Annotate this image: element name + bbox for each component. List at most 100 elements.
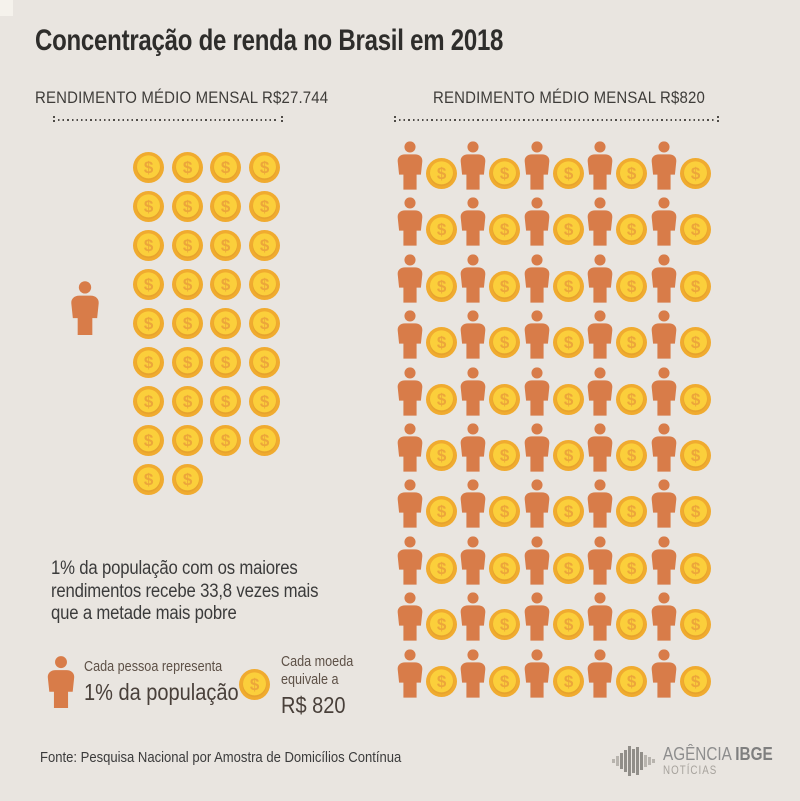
person-icon — [587, 533, 613, 588]
poor-row — [397, 364, 714, 419]
coin-icon — [133, 152, 164, 183]
poor-row — [397, 646, 714, 701]
ibge-logo-text: AGÊNCIA IBGE NOTÍCIAS — [663, 745, 773, 778]
person-coin-pair — [587, 589, 650, 644]
coin-icon — [210, 347, 241, 378]
coin-icon — [616, 609, 647, 640]
person-icon — [651, 476, 677, 531]
person-icon — [651, 589, 677, 644]
coin-icon — [133, 425, 164, 456]
right-panel-header: RENDIMENTO MÉDIO MENSAL R$820 — [433, 88, 705, 107]
coin-icon — [489, 666, 520, 697]
coin-icon — [133, 347, 164, 378]
person-icon — [524, 589, 550, 644]
coin-icon — [426, 214, 457, 245]
person-icon — [460, 251, 486, 306]
person-icon — [524, 251, 550, 306]
person-icon — [651, 307, 677, 362]
person-coin-pair — [587, 364, 650, 419]
coin-icon — [616, 666, 647, 697]
coin-icon — [249, 191, 280, 222]
coin-icon — [616, 553, 647, 584]
coin-icon — [172, 308, 203, 339]
person-coin-pair — [460, 646, 523, 701]
person-coin-pair — [397, 251, 460, 306]
coin-icon — [249, 308, 280, 339]
person-icon — [397, 589, 423, 644]
poor-row — [397, 589, 714, 644]
person-coin-pair — [524, 420, 587, 475]
coin-icon — [172, 191, 203, 222]
person-icon — [460, 533, 486, 588]
person-coin-pair — [524, 194, 587, 249]
coin-icon — [680, 158, 711, 189]
coin-icon — [172, 347, 203, 378]
person-icon — [651, 138, 677, 193]
coin-icon — [249, 269, 280, 300]
person-icon — [460, 194, 486, 249]
coin-icon — [426, 609, 457, 640]
person-icon — [524, 646, 550, 701]
coin-icon — [553, 553, 584, 584]
coin-icon — [489, 271, 520, 302]
coin-icon — [680, 553, 711, 584]
coin-icon — [172, 464, 203, 495]
coin-icon — [133, 308, 164, 339]
poor-row — [397, 420, 714, 475]
coin-icon — [426, 440, 457, 471]
coin-icon — [553, 327, 584, 358]
person-coin-pair — [397, 533, 460, 588]
coin-icon — [680, 214, 711, 245]
person-icon — [397, 307, 423, 362]
person-icon — [397, 138, 423, 193]
coin-icon — [210, 191, 241, 222]
person-coin-pair — [397, 646, 460, 701]
person-coin-pair — [587, 533, 650, 588]
person-icon — [460, 420, 486, 475]
person-coin-pair — [651, 420, 714, 475]
poor-row — [397, 251, 714, 306]
person-coin-pair — [460, 194, 523, 249]
logo-subtitle-label: NOTÍCIAS — [662, 764, 718, 777]
person-coin-pair — [651, 646, 714, 701]
coin-icon — [210, 308, 241, 339]
coin-icon — [680, 327, 711, 358]
coin-icon — [616, 214, 647, 245]
person-coin-pair — [651, 307, 714, 362]
coin-icon — [553, 384, 584, 415]
poor-row — [397, 138, 714, 193]
person-coin-pair — [524, 251, 587, 306]
legend-coin-caption: Cada moeda equivale a — [281, 654, 354, 688]
coin-icon — [133, 269, 164, 300]
coin-icon — [489, 496, 520, 527]
person-coin-pair — [460, 533, 523, 588]
coin-icon — [249, 347, 280, 378]
legend-coin-text: Cada moeda equivale a R$ 820 — [281, 653, 353, 719]
person-coin-pair — [460, 364, 523, 419]
person-icon — [397, 646, 423, 701]
coin-icon — [133, 191, 164, 222]
coin-icon — [426, 327, 457, 358]
person-coin-pair — [651, 138, 714, 193]
person-coin-pair — [587, 194, 650, 249]
person-icon — [587, 364, 613, 419]
ibge-logo: AGÊNCIA IBGE NOTÍCIAS — [612, 744, 792, 778]
coin-icon — [680, 609, 711, 640]
person-coin-pair — [651, 476, 714, 531]
coin-icon — [489, 440, 520, 471]
person-coin-pair — [524, 589, 587, 644]
legend-person-value: 1% da população — [84, 679, 239, 705]
ibge-logo-icon — [612, 744, 656, 778]
coin-icon — [553, 271, 584, 302]
person-icon — [587, 138, 613, 193]
coin-icon — [210, 269, 241, 300]
person-coin-pair — [587, 476, 650, 531]
person-coin-pair — [524, 307, 587, 362]
poor-row — [397, 194, 714, 249]
coin-icon — [489, 214, 520, 245]
person-icon — [524, 476, 550, 531]
person-coin-pair — [651, 251, 714, 306]
person-icon — [460, 364, 486, 419]
person-icon — [524, 533, 550, 588]
